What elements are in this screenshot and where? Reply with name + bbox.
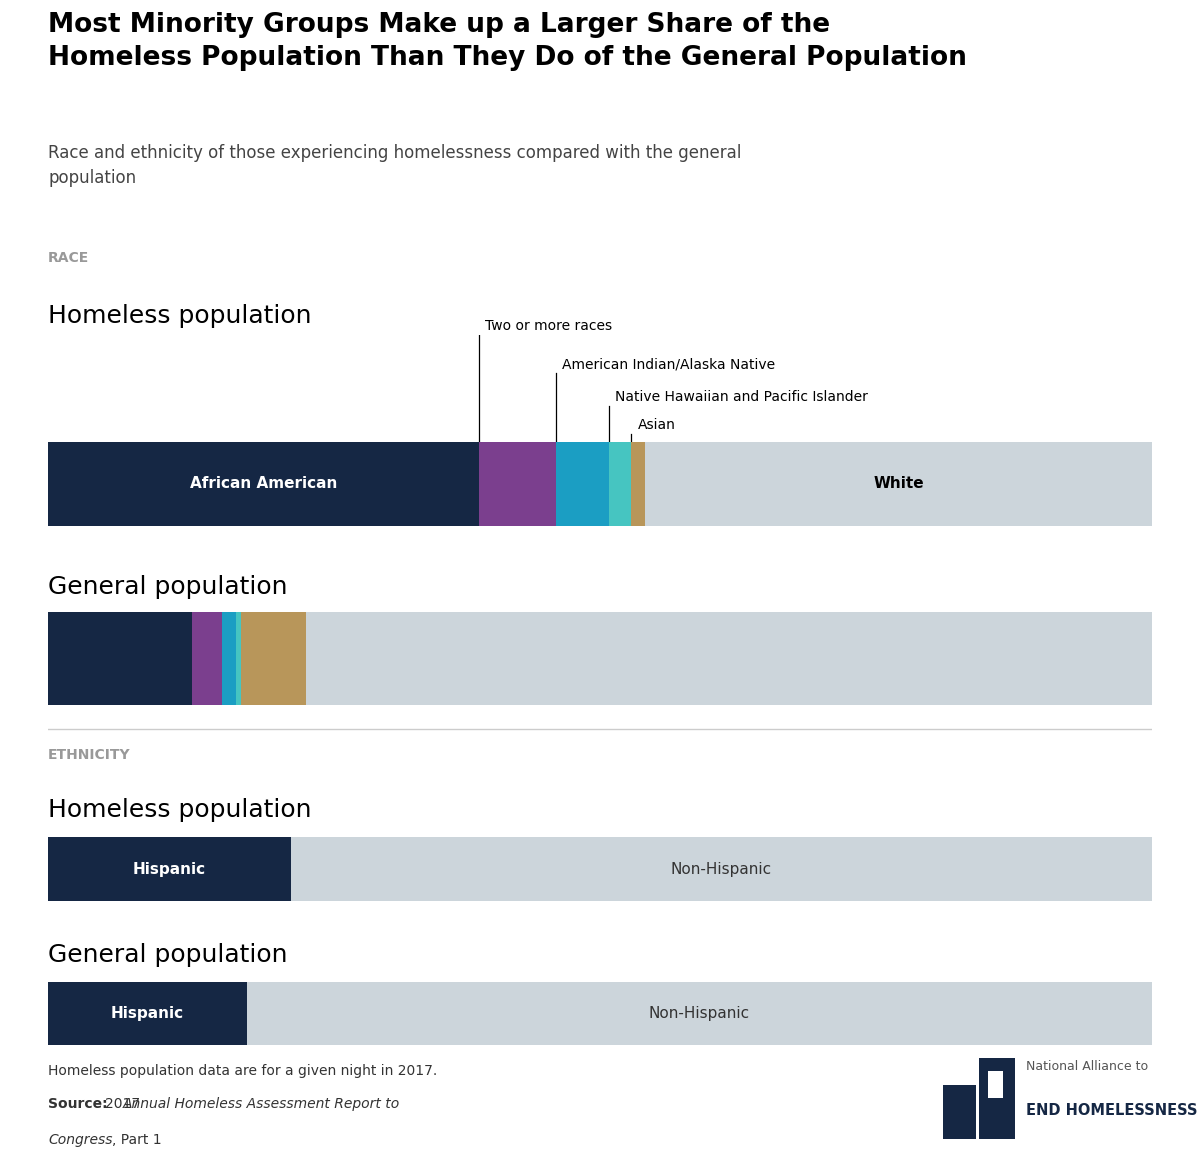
- Text: RACE: RACE: [48, 251, 89, 264]
- Bar: [48, 837, 290, 901]
- Text: ETHNICITY: ETHNICITY: [48, 748, 131, 762]
- Text: Hispanic: Hispanic: [133, 862, 206, 877]
- Bar: [48, 612, 192, 705]
- Text: National Alliance to: National Alliance to: [1026, 1060, 1148, 1073]
- Bar: [556, 442, 608, 526]
- Text: Hispanic: Hispanic: [110, 1006, 184, 1021]
- Text: END HOMELESSNESS: END HOMELESSNESS: [1026, 1103, 1198, 1118]
- Text: White: White: [874, 477, 924, 491]
- Text: Source:: Source:: [48, 1096, 108, 1111]
- Bar: [247, 982, 1152, 1045]
- Text: Homeless population data are for a given night in 2017.: Homeless population data are for a given…: [48, 1064, 437, 1078]
- Text: Race and ethnicity of those experiencing homelessness compared with the general
: Race and ethnicity of those experiencing…: [48, 144, 742, 187]
- Bar: [943, 1085, 976, 1139]
- Bar: [646, 442, 1152, 526]
- Bar: [290, 837, 1152, 901]
- Text: Native Hawaiian and Pacific Islander: Native Hawaiian and Pacific Islander: [616, 390, 869, 404]
- Bar: [222, 612, 235, 705]
- Bar: [192, 612, 222, 705]
- Text: Annual Homeless Assessment Report to: Annual Homeless Assessment Report to: [124, 1096, 401, 1111]
- Bar: [48, 982, 247, 1045]
- Bar: [48, 442, 479, 526]
- Bar: [235, 612, 241, 705]
- Text: African American: African American: [190, 477, 337, 491]
- Text: , Part 1: , Part 1: [112, 1133, 162, 1147]
- Bar: [979, 1058, 1015, 1139]
- Text: Congress: Congress: [48, 1133, 113, 1147]
- Text: Two or more races: Two or more races: [485, 319, 612, 333]
- Bar: [479, 442, 556, 526]
- Text: Homeless population: Homeless population: [48, 304, 312, 328]
- Bar: [241, 612, 306, 705]
- Text: Non-Hispanic: Non-Hispanic: [671, 862, 772, 877]
- Text: General population: General population: [48, 575, 288, 599]
- Text: Most Minority Groups Make up a Larger Share of the
Homeless Population Than They: Most Minority Groups Make up a Larger Sh…: [48, 12, 967, 70]
- Text: American Indian/Alaska Native: American Indian/Alaska Native: [563, 357, 775, 371]
- Bar: [608, 442, 631, 526]
- Text: Non-Hispanic: Non-Hispanic: [649, 1006, 750, 1021]
- Text: 2017: 2017: [106, 1096, 144, 1111]
- Text: Asian: Asian: [637, 417, 676, 432]
- Bar: [989, 1072, 1003, 1098]
- Text: General population: General population: [48, 942, 288, 967]
- Bar: [631, 442, 646, 526]
- Bar: [306, 612, 1152, 705]
- Text: Homeless population: Homeless population: [48, 798, 312, 822]
